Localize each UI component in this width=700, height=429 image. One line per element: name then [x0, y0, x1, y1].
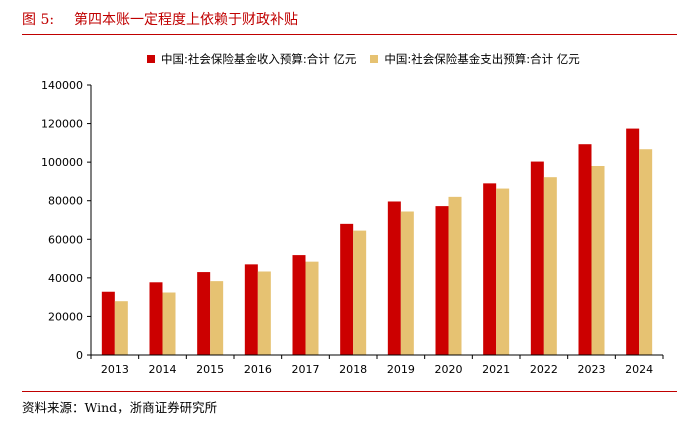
- bar-income-2014: [149, 282, 163, 355]
- legend-item-income: 中国:社会保险基金收入预算:合计 亿元: [147, 51, 356, 67]
- source-note: 资料来源：Wind，浙商证券研究所: [22, 400, 218, 415]
- bar-expense-2017: [305, 261, 319, 355]
- x-tick-label: 2020: [435, 363, 463, 376]
- bar-expense-2019: [400, 211, 414, 355]
- x-tick-label: 2023: [578, 363, 606, 376]
- y-tick-label: 100000: [41, 156, 83, 169]
- y-axis: 0 20000 40000 60000 80000 100000 120000 140000: [41, 79, 92, 362]
- bar-income-2015: [197, 272, 211, 355]
- bar-income-2022: [530, 161, 544, 355]
- y-tick-label: 60000: [48, 233, 83, 246]
- x-tick-label: 2018: [339, 363, 367, 376]
- bar-expense-2015: [210, 281, 224, 355]
- x-tick-label: 2024: [625, 363, 653, 376]
- y-tick-label: 140000: [41, 79, 83, 92]
- bar-expense-2020: [448, 196, 462, 355]
- bar-income-2024: [626, 128, 640, 355]
- y-tick-label: 80000: [48, 195, 83, 208]
- legend-item-expense: 中国:社会保险基金支出预算:合计 亿元: [370, 51, 580, 67]
- figure-title-text: 第四本账一定程度上依赖于财政补贴: [74, 12, 298, 28]
- source-rule: [22, 391, 677, 392]
- bar-income-2017: [292, 255, 306, 355]
- legend-swatch-income: [147, 55, 155, 63]
- x-tick-label: 2014: [149, 363, 177, 376]
- figure-label: 图 5:: [22, 12, 55, 28]
- x-tick-label: 2019: [387, 363, 415, 376]
- chart-legend: 中国:社会保险基金收入预算:合计 亿元 中国:社会保险基金支出预算:合计 亿元: [147, 50, 594, 68]
- bar-income-2020: [435, 206, 449, 355]
- bar-income-2021: [483, 183, 497, 355]
- title-rule: [22, 34, 677, 35]
- bar-expense-2016: [257, 271, 271, 355]
- x-tick-label: 2013: [101, 363, 129, 376]
- bar-income-2018: [340, 223, 354, 355]
- bar-expense-2022: [543, 177, 557, 355]
- x-tick-label: 2016: [244, 363, 272, 376]
- bar-expense-2018: [353, 230, 367, 355]
- x-tick-label: 2015: [196, 363, 224, 376]
- legend-label-expense: 中国:社会保险基金支出预算:合计 亿元: [384, 52, 580, 66]
- figure-title: 图 5: 第四本账一定程度上依赖于财政补贴: [22, 8, 677, 32]
- bar-income-2019: [387, 201, 401, 355]
- legend-label-income: 中国:社会保险基金收入预算:合计 亿元: [161, 52, 357, 66]
- bar-income-2023: [578, 144, 592, 355]
- bar-expense-2023: [591, 166, 605, 355]
- bar-income-2013: [101, 291, 115, 355]
- bars-group: [101, 128, 653, 355]
- y-tick-label: 0: [76, 349, 83, 362]
- x-tick-label: 2022: [530, 363, 558, 376]
- y-tick-label: 20000: [48, 310, 83, 323]
- bar-income-2016: [244, 264, 258, 355]
- x-tick-label: 2021: [482, 363, 510, 376]
- x-tick-label: 2017: [292, 363, 320, 376]
- legend-swatch-expense: [370, 55, 379, 63]
- x-axis: 2013 2014 2015 2016 2017 2018 2019 2020 2021 2022…: [90, 354, 664, 376]
- bar-expense-2024: [639, 149, 653, 355]
- bar-expense-2021: [496, 188, 510, 355]
- bar-expense-2014: [162, 292, 176, 355]
- y-tick-label: 40000: [48, 272, 83, 285]
- y-tick-label: 120000: [41, 118, 83, 131]
- bar-expense-2013: [114, 301, 128, 355]
